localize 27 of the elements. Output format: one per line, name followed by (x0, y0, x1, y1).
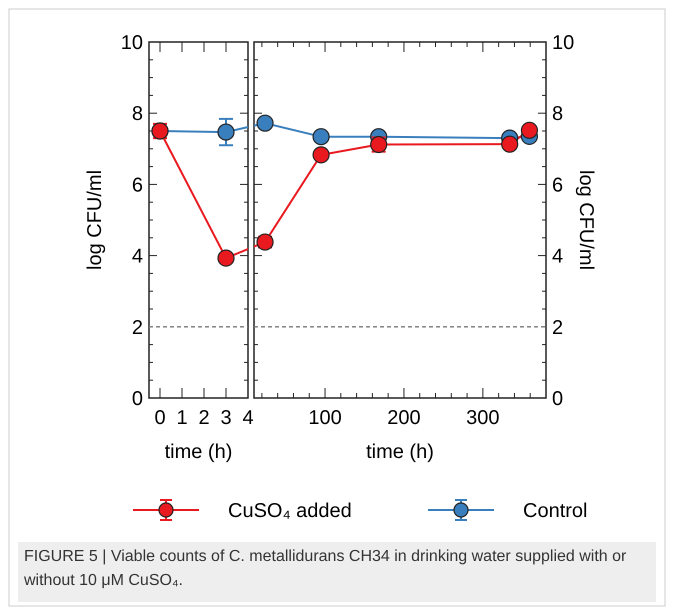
y-tick-label: 4 (132, 246, 143, 268)
y-tick-label: 10 (552, 32, 574, 54)
y-tick-label: 4 (552, 246, 564, 268)
x-tick-label: 1 (176, 407, 188, 429)
x-tick-label: 200 (387, 407, 421, 429)
x-axis-title: time (h) (366, 441, 434, 463)
y-tick-label: 6 (552, 174, 564, 196)
legend-label: CuSO₄ added (228, 500, 352, 522)
y-axis-title: log CFU/ml (84, 170, 106, 270)
x-tick-label: 300 (466, 407, 500, 429)
y-tick-label: 8 (132, 103, 143, 126)
x-tick-label: 4 (242, 407, 254, 429)
x-tick-label: 3 (220, 407, 232, 429)
x-tick-label: 100 (308, 407, 342, 429)
y-tick-label: 0 (132, 388, 143, 410)
x-tick-label: 0 (154, 407, 166, 429)
y-tick-label: 2 (552, 316, 564, 339)
y-tick-label: 0 (552, 388, 564, 410)
x-tick-label: 2 (198, 407, 210, 429)
y-tick-label: 2 (132, 316, 143, 339)
y-tick-label: 6 (132, 174, 143, 196)
legend-label: Control (523, 500, 588, 522)
y-tick-label: 10 (120, 32, 143, 54)
y-axis-title: log CFU/ml (575, 170, 597, 270)
y-tick-label: 8 (552, 103, 564, 126)
caption: FIGURE 5 | Viable counts of C. metallidurans CH34 in drinking water supplied with or without 10 μM CuSO₄. (24, 547, 628, 591)
x-axis-title: time (h) (164, 441, 232, 463)
